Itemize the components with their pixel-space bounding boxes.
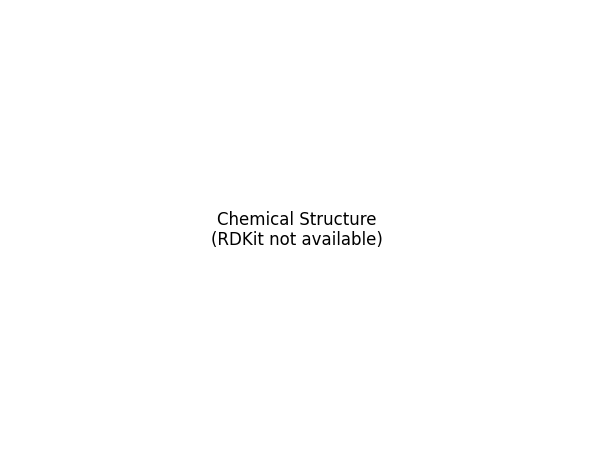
- Text: Chemical Structure
(RDKit not available): Chemical Structure (RDKit not available): [211, 210, 383, 249]
